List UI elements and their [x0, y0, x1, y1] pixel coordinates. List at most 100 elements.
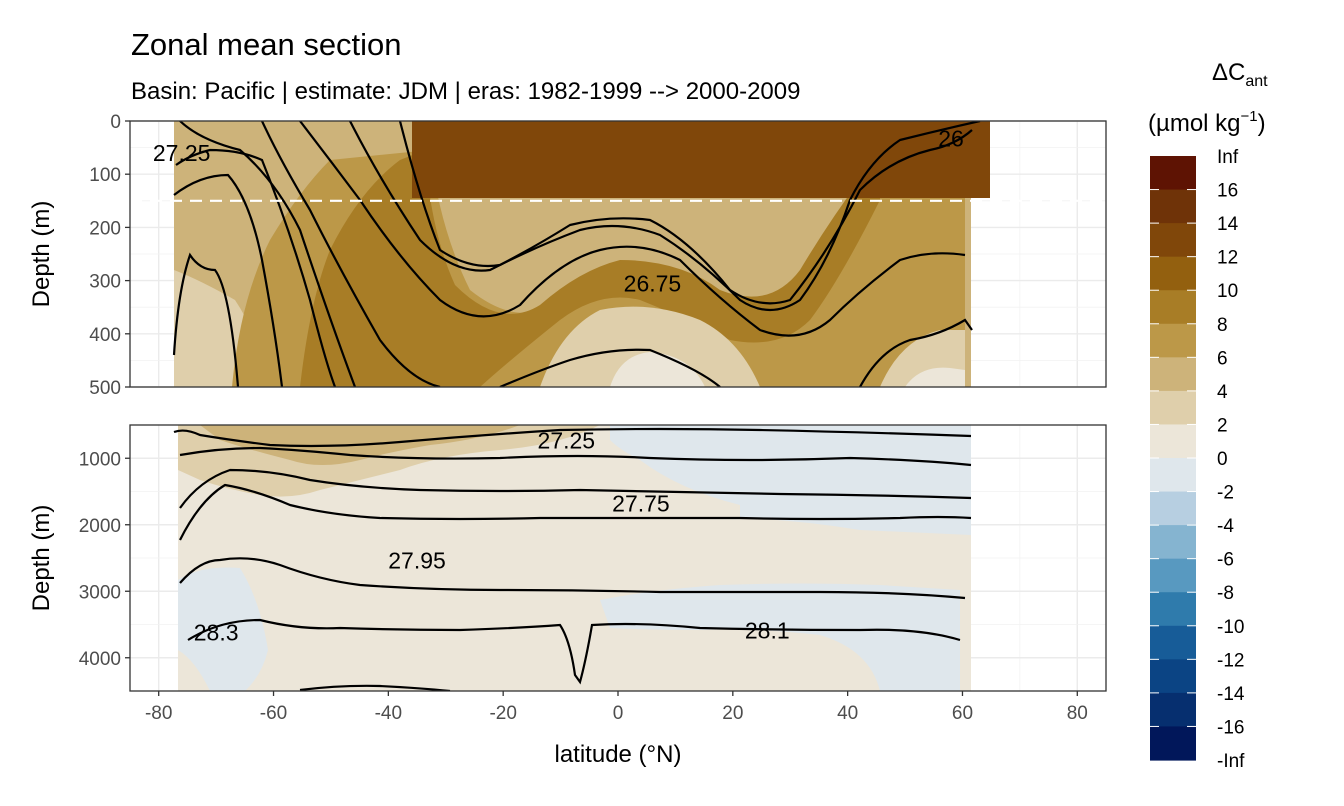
upper-panel: 0 100 200 300 400 500 27.25 26 26.75	[89, 112, 1107, 399]
lower-isopycnal	[179, 446, 972, 467]
upper-isopycnal	[179, 121, 357, 387]
x-tick-label: 80	[1067, 703, 1088, 724]
legend-label: 14	[1217, 214, 1239, 235]
lower-isopycnals	[173, 427, 972, 691]
lower-fill-south-blue	[178, 567, 268, 691]
legend-label: -10	[1217, 617, 1244, 638]
legend-swatch	[1150, 323, 1196, 358]
lower-isopycnal	[179, 483, 972, 541]
legend-label: 4	[1217, 382, 1228, 403]
upper-fill-brown-band	[300, 150, 880, 387]
y-tick-label: 3000	[79, 582, 121, 603]
lower-isopycnal	[173, 427, 972, 448]
upper-fill-equator-pale	[540, 306, 760, 387]
legend-swatch	[1150, 357, 1196, 392]
legend-label: 16	[1217, 181, 1238, 202]
upper-fill-surface-core	[412, 121, 990, 198]
upper-fill-equator-cream	[610, 352, 705, 387]
x-tick-label: -40	[375, 703, 402, 724]
upper-isopycnal	[173, 173, 284, 387]
y-tick-label: 300	[89, 272, 121, 293]
lower-panel: 1000 2000 3000 4000 27.25 27.75 27.95 28.3 28.1	[79, 424, 1107, 692]
x-tick-label: 60	[952, 703, 973, 724]
upper-fill-north-cream	[905, 367, 965, 387]
legend-swatch	[1150, 458, 1196, 493]
legend-labels: Inf 16 14 12 10 8 6 4 2 0 -2 -4 -6 -8 -10 -12 -14 -16 -Inf	[1217, 147, 1245, 772]
y-axis-title-lower: Depth (m)	[28, 505, 55, 612]
x-tick-label: -60	[260, 703, 287, 724]
legend-swatch	[1150, 223, 1196, 258]
upper-isopycnal	[175, 148, 337, 387]
legend-unit: (µmol kg−1)	[1148, 108, 1266, 137]
y-tick-label: 400	[89, 325, 121, 346]
x-axis-title: latitude (°N)	[555, 741, 682, 768]
y-tick-label: 100	[89, 165, 121, 186]
legend-swatch	[1150, 692, 1196, 728]
legend: ΔCant (µmol kg−1) Inf 16 14 12 10 8 6 4 2 0 -2 -4 -6…	[1148, 59, 1268, 772]
upper-panel-border	[129, 120, 1107, 388]
legend-label: 8	[1217, 315, 1228, 336]
lower-isopycnal	[179, 468, 972, 509]
x-tick-label: -80	[145, 703, 172, 724]
chart-subtitle: Basin: Pacific | estimate: JDM | eras: 1…	[131, 78, 800, 105]
legend-swatch	[1150, 525, 1196, 560]
x-tick-label: 20	[722, 703, 743, 724]
legend-label: 6	[1217, 348, 1228, 369]
upper-contour-labels: 27.25 26 26.75	[153, 126, 964, 297]
x-tick-label: 0	[613, 703, 624, 724]
legend-swatch	[1150, 424, 1196, 459]
legend-label: -2	[1217, 483, 1234, 504]
legend-colorbar	[1150, 156, 1196, 761]
y-tick-label: 4000	[79, 649, 121, 670]
legend-label: -12	[1217, 650, 1244, 671]
contour-label: 26	[938, 126, 964, 152]
legend-swatch	[1150, 491, 1196, 526]
legend-swatch	[1150, 726, 1196, 761]
legend-label: 0	[1217, 449, 1228, 470]
contour-label: 28.3	[194, 619, 239, 645]
lower-contour-labels: 27.25 27.75 27.95 28.3 28.1	[194, 427, 790, 645]
legend-swatch	[1150, 592, 1196, 627]
legend-label: 12	[1217, 248, 1238, 269]
legend-swatch	[1150, 659, 1196, 694]
upper-isopycnals	[172, 121, 981, 387]
upper-isopycnal	[299, 121, 966, 337]
legend-label: -4	[1217, 516, 1234, 537]
legend-swatch	[1150, 189, 1196, 224]
upper-isopycnal	[261, 121, 441, 387]
legend-label: -6	[1217, 550, 1234, 571]
legend-label: Inf	[1217, 147, 1239, 168]
legend-label: -14	[1217, 684, 1245, 705]
lower-fill-north-blue-deep	[600, 583, 960, 691]
lower-isopycnal	[187, 618, 961, 685]
legend-swatch	[1150, 256, 1196, 291]
x-axis: -80 -60 -40 -20 0 20 40 60 80	[145, 691, 1088, 724]
legend-swatch	[1150, 625, 1196, 660]
upper-isopycnal	[172, 252, 240, 387]
legend-label: 10	[1217, 281, 1238, 302]
legend-swatch	[1150, 156, 1196, 191]
upper-y-axis: 0 100 200 300 400 500	[89, 112, 130, 399]
contour-label: 27.25	[153, 140, 211, 166]
y-tick-label: 1000	[79, 449, 121, 470]
y-tick-label: 0	[110, 112, 121, 133]
chart-title: Zonal mean section	[131, 27, 402, 62]
legend-swatch	[1150, 558, 1196, 593]
upper-isopycnal	[499, 348, 721, 387]
legend-label: -8	[1217, 583, 1234, 604]
legend-swatch	[1150, 390, 1196, 426]
x-tick-label: -20	[489, 703, 516, 724]
lower-isopycnal	[179, 557, 966, 600]
upper-isopycnal	[349, 121, 973, 305]
legend-label: -Inf	[1217, 751, 1245, 772]
contour-label: 27.95	[388, 548, 446, 574]
contour-label: 27.25	[538, 427, 596, 453]
upper-isopycnal	[859, 318, 973, 387]
lower-fill-contours	[173, 425, 972, 691]
legend-label: 2	[1217, 415, 1228, 436]
legend-label: -16	[1217, 717, 1244, 738]
y-tick-label: 2000	[79, 516, 121, 537]
lower-y-axis: 1000 2000 3000 4000	[79, 449, 130, 670]
y-tick-label: 200	[89, 218, 121, 239]
